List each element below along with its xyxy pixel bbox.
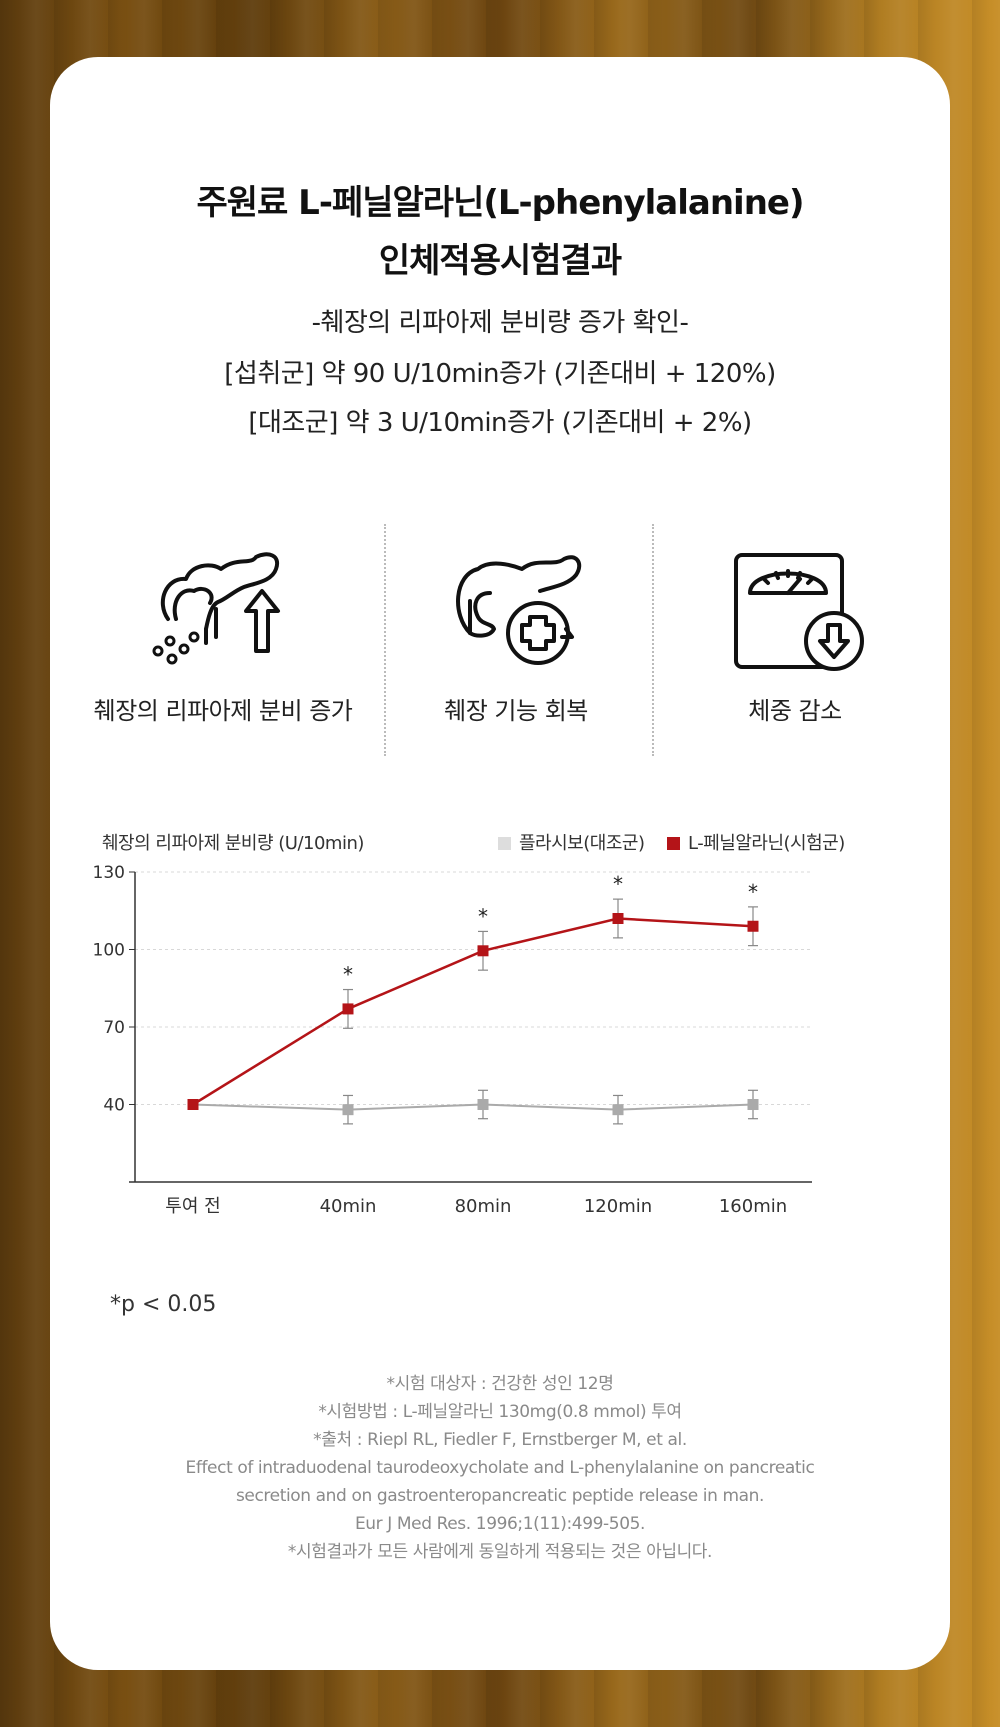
data-point-placebo [747, 1099, 759, 1110]
y-tick-label: 130 [93, 863, 125, 883]
result-line-2: [대조군] 약 3 U/10min증가 (기존대비 + 2%) [248, 408, 752, 438]
feature-divider [652, 524, 654, 756]
legend-label-test: L-페닐알라닌(시험군) [688, 833, 845, 854]
footnote-line: *시험결과가 모든 사람에게 동일하게 적용되는 것은 아닙니다. [287, 1542, 713, 1562]
lipase-line-chart: 130 100 70 40 투여 전 40min 80min 120min 160min * * * * [93, 863, 812, 1217]
series-line-test [192, 917, 754, 1106]
pancreas-arrow-up-icon [152, 552, 280, 665]
data-point-test [747, 920, 759, 932]
significance-mark: * [613, 872, 623, 896]
chart-y-axis-label: 췌장의 리파아제 분비량 (U/10min) [102, 833, 364, 854]
x-tick-label: 40min [320, 1196, 377, 1217]
x-tick-label: 투여 전 [165, 1196, 220, 1217]
footnote-line: secretion and on gastroenteropancreatic … [235, 1486, 765, 1506]
footnotes: *시험 대상자 : 건강한 성인 12명 *시험방법 : L-페닐알라닌 130m… [50, 1370, 950, 1566]
legend-swatch-placebo [498, 837, 511, 850]
y-tick-label: 100 [93, 941, 125, 961]
significance-mark: * [478, 904, 488, 928]
significance-mark: * [343, 963, 353, 987]
subtitle: -췌장의 리파아제 분비량 증가 확인- [311, 308, 689, 338]
data-point-test [477, 945, 489, 957]
x-tick-label: 120min [584, 1196, 652, 1217]
feature-label-weight: 체중 감소 [748, 697, 842, 725]
x-tick-label: 80min [455, 1196, 512, 1217]
footnote-line: Eur J Med Res. 1996;1(11):499-505. [354, 1514, 646, 1534]
footnote-line: *시험방법 : L-페닐알라닌 130mg(0.8 mmol) 투여 [318, 1402, 682, 1422]
footnote-line: *시험 대상자 : 건강한 성인 12명 [386, 1374, 614, 1394]
pancreas-plus-icon [456, 555, 582, 665]
legend-test: L-페닐알라닌(시험군) [667, 829, 845, 855]
data-point-test [342, 1003, 354, 1015]
series-line-placebo [192, 1103, 754, 1111]
feature-label-lipase: 췌장의 리파아제 분비 증가 [93, 697, 353, 725]
footnote-line: Effect of intraduodenal taurodeoxycholat… [185, 1458, 815, 1478]
x-tick-label: 160min [719, 1196, 787, 1217]
legend-swatch-test [667, 837, 680, 850]
data-point-placebo [612, 1104, 624, 1116]
legend-placebo: 플라시보(대조군) [498, 829, 645, 855]
data-point-test [187, 1099, 199, 1110]
y-tick-label: 40 [103, 1096, 125, 1116]
content-card: 주원료 L-페닐알라닌(L-phenylalanine) 인체적용시험결과 -췌… [50, 57, 950, 1670]
footnote-line: *출처 : Riepl RL, Fiedler F, Ernstberger M… [313, 1430, 687, 1450]
data-point-test [612, 913, 624, 924]
legend-label-placebo: 플라시보(대조군) [519, 833, 645, 854]
p-value-note: *p < 0.05 [110, 1292, 217, 1317]
feature-divider [384, 524, 386, 756]
page-title-line1: 주원료 L-페닐알라닌(L-phenylalanine) [196, 183, 805, 223]
feature-label-pancreas: 췌장 기능 회복 [444, 697, 588, 725]
result-line-1: [섭취군] 약 90 U/10min증가 (기존대비 + 120%) [224, 359, 776, 389]
data-point-placebo [477, 1099, 489, 1110]
page-title-line2: 인체적용시험결과 [378, 241, 622, 281]
scale-arrow-down-icon [734, 553, 864, 671]
y-tick-label: 70 [103, 1018, 125, 1038]
significance-mark: * [748, 880, 758, 904]
data-point-placebo [342, 1104, 354, 1116]
